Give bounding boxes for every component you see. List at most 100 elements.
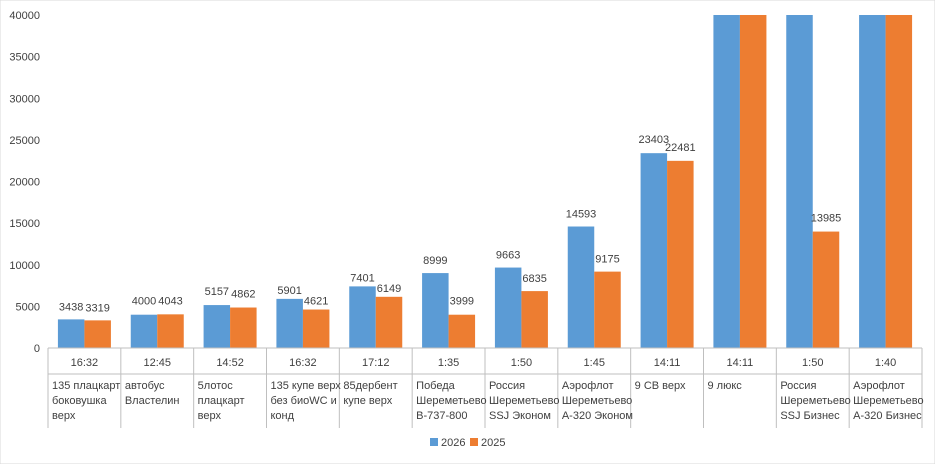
x-tick-time: 1:50 (802, 357, 823, 369)
x-tick-label: 5лотос (198, 380, 234, 392)
bar-2025-4 (375, 296, 403, 348)
data-label: 4862 (231, 289, 255, 301)
bar-2026-3 (276, 298, 303, 348)
data-label: 3999 (450, 296, 474, 308)
bar-2026-7 (567, 226, 595, 348)
data-label: 8999 (423, 255, 447, 267)
x-tick-time: 14:11 (654, 357, 681, 369)
bar-2025-1 (157, 314, 184, 348)
bar-2026-6 (494, 267, 522, 348)
y-tick-label: 20000 (9, 177, 40, 189)
data-labels: 3438 4000 5157 5901 7401 8999 9663 14593 23403 33… (59, 134, 841, 314)
x-tick-label: Аэрофлот (562, 380, 614, 392)
data-label: 7401 (350, 272, 374, 284)
x-tick-time: 17:12 (362, 357, 390, 369)
data-label: 4621 (304, 296, 328, 308)
x-tick-time: 14:52 (216, 357, 244, 369)
data-label: 13985 (811, 213, 842, 225)
legend-label: 2026 (441, 437, 465, 449)
x-tick-label: Россия (780, 380, 816, 392)
bar-2026-8 (640, 153, 668, 348)
x-tick-label: Победа (416, 380, 455, 392)
legend-swatch-2025 (470, 438, 478, 446)
y-tick-label: 0 (34, 343, 40, 355)
bar-2025-5 (448, 314, 476, 348)
bar-2025-11 (885, 15, 913, 348)
x-tick-label: Россия (489, 380, 525, 392)
x-tick-label: Шереметьево (489, 395, 559, 407)
bar-2026-11 (859, 15, 886, 348)
x-tick-time: 16:32 (71, 357, 99, 369)
legend: 2026 2025 (430, 437, 505, 449)
data-label: 14593 (566, 209, 597, 221)
x-tick-label: Аэрофлот (853, 380, 905, 392)
x-tick-label: A-320 Бизнес (853, 410, 922, 422)
x-tick-label: купе верх (343, 395, 392, 407)
x-tick-label: Властелин (125, 395, 180, 407)
x-tick-label: A-320 Эконом (562, 410, 633, 422)
legend-swatch-2026 (430, 438, 438, 446)
data-label: 5157 (205, 286, 229, 298)
bar-2025-9 (739, 15, 767, 348)
y-tick-label: 40000 (9, 10, 40, 22)
x-tick-time: 1:40 (875, 357, 896, 369)
bar-2026-0 (57, 319, 85, 348)
x-tick-time: 1:50 (511, 357, 532, 369)
data-label: 5901 (277, 285, 301, 297)
x-tick-label: автобус (125, 380, 165, 392)
y-tick-label: 35000 (9, 52, 40, 64)
bar-2026-2 (203, 305, 231, 348)
bar-2025-7 (594, 271, 621, 348)
x-tick-label: 135 плацкарт (52, 380, 120, 392)
bar-2026-1 (130, 314, 158, 348)
bars (57, 15, 913, 348)
x-tick-time: 12:45 (143, 357, 171, 369)
y-tick-label: 15000 (9, 218, 40, 230)
data-label: 9175 (595, 254, 619, 266)
x-tick-label: без биоWC и (271, 395, 337, 407)
bar-2025-10 (812, 231, 840, 348)
data-label: 9663 (496, 250, 520, 262)
bar-2025-8 (667, 160, 694, 348)
data-label: 23403 (639, 134, 670, 146)
x-tick-label: плацкарт (198, 395, 245, 407)
x-axis: 16:32 135 плацкарт боковушка верх 12:45 автоб… (47, 347, 924, 428)
bar-2025-3 (302, 309, 330, 348)
x-tick-label: SSJ Бизнес (780, 410, 840, 422)
data-label: 3319 (85, 302, 109, 314)
bar-2026-5 (422, 273, 449, 348)
bar-2026-9 (713, 15, 740, 348)
data-label: 4043 (158, 295, 182, 307)
x-tick-label: Шереметьево (780, 395, 850, 407)
bar-2025-2 (230, 307, 257, 348)
x-tick-label: 9 СВ верх (635, 380, 686, 392)
x-tick-label: Шереметьево (562, 395, 632, 407)
legend-label: 2025 (481, 437, 505, 449)
y-tick-label: 5000 (16, 301, 40, 313)
x-tick-label: верх (52, 410, 76, 422)
data-label: 6835 (522, 273, 546, 285)
x-tick-label: боковушка (52, 395, 107, 407)
x-tick-time: 1:45 (584, 357, 605, 369)
y-axis: 0 5000 10000 15000 20000 25000 30000 35000 40000 (9, 10, 40, 355)
x-tick-time: 16:32 (289, 357, 317, 369)
bar-2026-10 (786, 15, 813, 348)
data-label: 22481 (665, 142, 696, 154)
x-tick-label: конд (271, 410, 295, 422)
x-tick-time: 14:11 (727, 357, 754, 369)
x-tick-label: 85дербент (343, 380, 397, 392)
x-tick-label: верх (198, 410, 222, 422)
x-tick-label: Шереметьево (853, 395, 923, 407)
bar-2025-6 (521, 291, 548, 348)
x-tick-label: B-737-800 (416, 410, 467, 422)
y-tick-label: 25000 (9, 135, 40, 147)
bar-2025-0 (84, 320, 111, 348)
y-tick-label: 30000 (9, 93, 40, 105)
y-tick-label: 10000 (9, 260, 40, 272)
x-tick-label: 135 купе верх (271, 380, 342, 392)
data-label: 4000 (132, 296, 156, 308)
data-label: 3438 (59, 301, 83, 313)
x-tick-label: SSJ Эконом (489, 410, 551, 422)
